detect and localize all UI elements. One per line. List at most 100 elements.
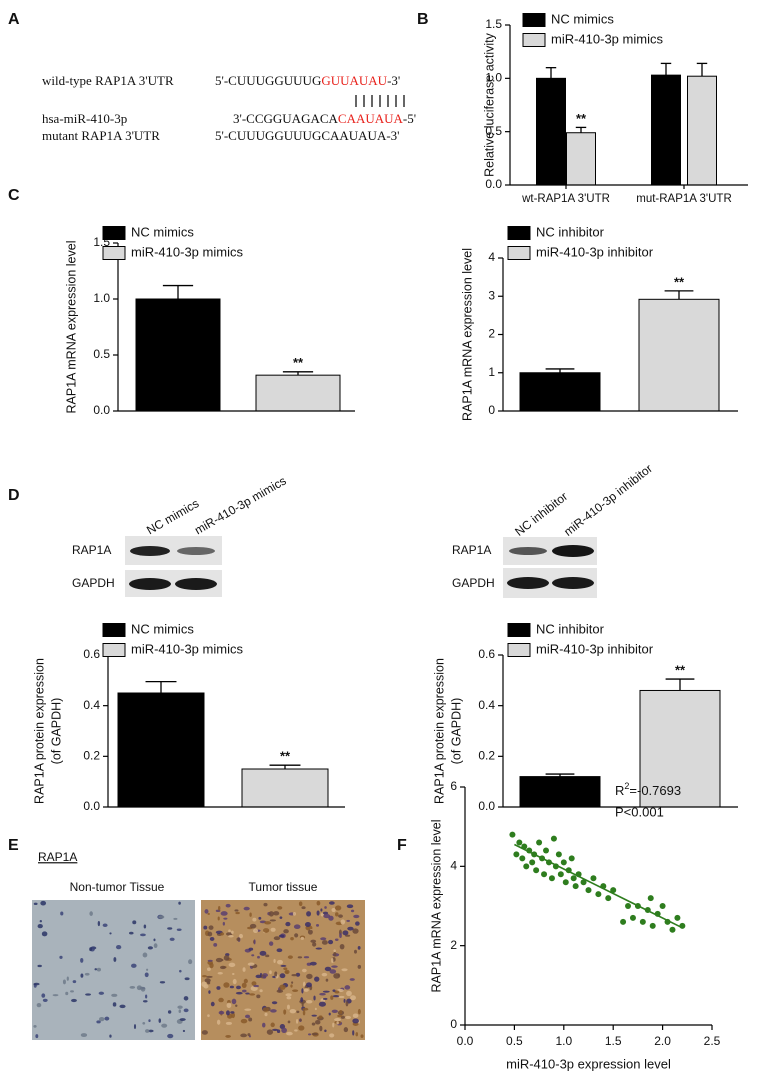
cell — [301, 906, 306, 910]
scatter-point — [509, 831, 516, 838]
y-tick-label: 1.5 — [485, 17, 502, 31]
cell — [66, 976, 69, 981]
cell — [355, 921, 360, 926]
cell — [303, 956, 310, 959]
blot-band — [552, 577, 594, 589]
cell — [279, 973, 286, 979]
bar — [519, 372, 601, 412]
scatter-point — [580, 879, 587, 886]
cell — [352, 1030, 355, 1036]
x-tick-label: 0.0 — [457, 1034, 474, 1048]
y-tick-label: 2 — [450, 938, 457, 952]
cell — [109, 1034, 112, 1038]
legend-label: NC mimics — [551, 11, 614, 26]
legend-swatch — [102, 246, 126, 260]
cell — [143, 924, 147, 929]
cell — [84, 972, 90, 976]
cell — [328, 1012, 331, 1016]
cell — [302, 981, 306, 987]
cell — [272, 1028, 279, 1031]
cell — [228, 929, 231, 933]
cell — [342, 930, 349, 936]
cell — [167, 1010, 172, 1014]
cell — [33, 1025, 37, 1028]
y-tick-label: 0.2 — [478, 749, 495, 763]
scatter-point — [523, 863, 530, 870]
cell — [59, 955, 63, 959]
cell — [248, 947, 254, 951]
cell — [80, 973, 84, 978]
cell — [292, 912, 296, 916]
blot-row-label: GAPDH — [452, 576, 495, 590]
cell — [346, 990, 352, 997]
cell — [295, 972, 301, 977]
annotation: R2=-0.7693 — [615, 781, 681, 798]
cell — [230, 1011, 235, 1014]
fit-line — [514, 843, 683, 929]
cell — [184, 977, 190, 981]
cell — [248, 1017, 253, 1022]
cell — [302, 1010, 306, 1016]
cell — [96, 1020, 101, 1024]
cell — [153, 938, 156, 942]
blot-band — [552, 545, 594, 557]
blot-row-label: RAP1A — [72, 543, 111, 557]
y-axis-title: RAP1A mRNA expression level — [429, 820, 443, 993]
cell — [228, 934, 234, 938]
cell — [264, 1012, 268, 1017]
cell — [331, 907, 336, 913]
bar — [687, 75, 717, 186]
cell — [247, 1033, 251, 1037]
cell — [334, 990, 340, 994]
cell — [274, 971, 278, 977]
cell — [259, 950, 267, 956]
cell — [39, 920, 42, 923]
bar — [241, 768, 329, 808]
scatter-point — [557, 871, 564, 878]
y-tick-label: 0.0 — [478, 799, 495, 813]
cell — [253, 939, 256, 945]
cell — [273, 958, 276, 963]
cell — [327, 939, 334, 945]
cell — [357, 1008, 361, 1015]
cell — [304, 921, 311, 927]
cell — [218, 997, 224, 1003]
sequence: 3'-CCGGUAGACACAAUAUA-5' — [233, 111, 416, 126]
cell — [178, 1009, 182, 1013]
cell — [277, 906, 283, 910]
legend-label: miR-410-3p mimics — [551, 31, 663, 46]
cell — [336, 1021, 339, 1025]
cell — [321, 972, 328, 977]
cell — [183, 996, 189, 1001]
scatter-point — [541, 871, 548, 878]
cell — [220, 932, 225, 936]
cell — [301, 968, 307, 973]
cell — [202, 974, 207, 978]
cell — [276, 948, 283, 953]
cell — [242, 967, 246, 972]
scatter-point — [610, 887, 617, 894]
legend-label: NC inhibitor — [536, 621, 605, 636]
legend-swatch — [522, 13, 546, 27]
bar — [135, 298, 221, 412]
cell — [268, 911, 274, 917]
cell — [332, 1022, 335, 1028]
scatter-point — [639, 918, 646, 925]
sequence-label: mutant RAP1A 3'UTR — [42, 128, 160, 143]
scatter-point — [568, 855, 575, 862]
cell — [225, 1021, 233, 1025]
scatter-point — [513, 851, 520, 858]
cell — [226, 1002, 232, 1009]
cell — [209, 936, 215, 941]
ihc-image — [201, 900, 365, 1040]
cell — [225, 1034, 232, 1038]
y-axis-title: RAP1A protein expression — [32, 658, 46, 804]
scatter-point — [679, 922, 686, 929]
cell — [285, 921, 291, 927]
cell — [94, 968, 98, 971]
cell — [334, 1017, 341, 1022]
cell — [222, 921, 225, 926]
scatter-point — [595, 891, 602, 898]
cell — [273, 936, 281, 941]
cell — [104, 1016, 110, 1021]
